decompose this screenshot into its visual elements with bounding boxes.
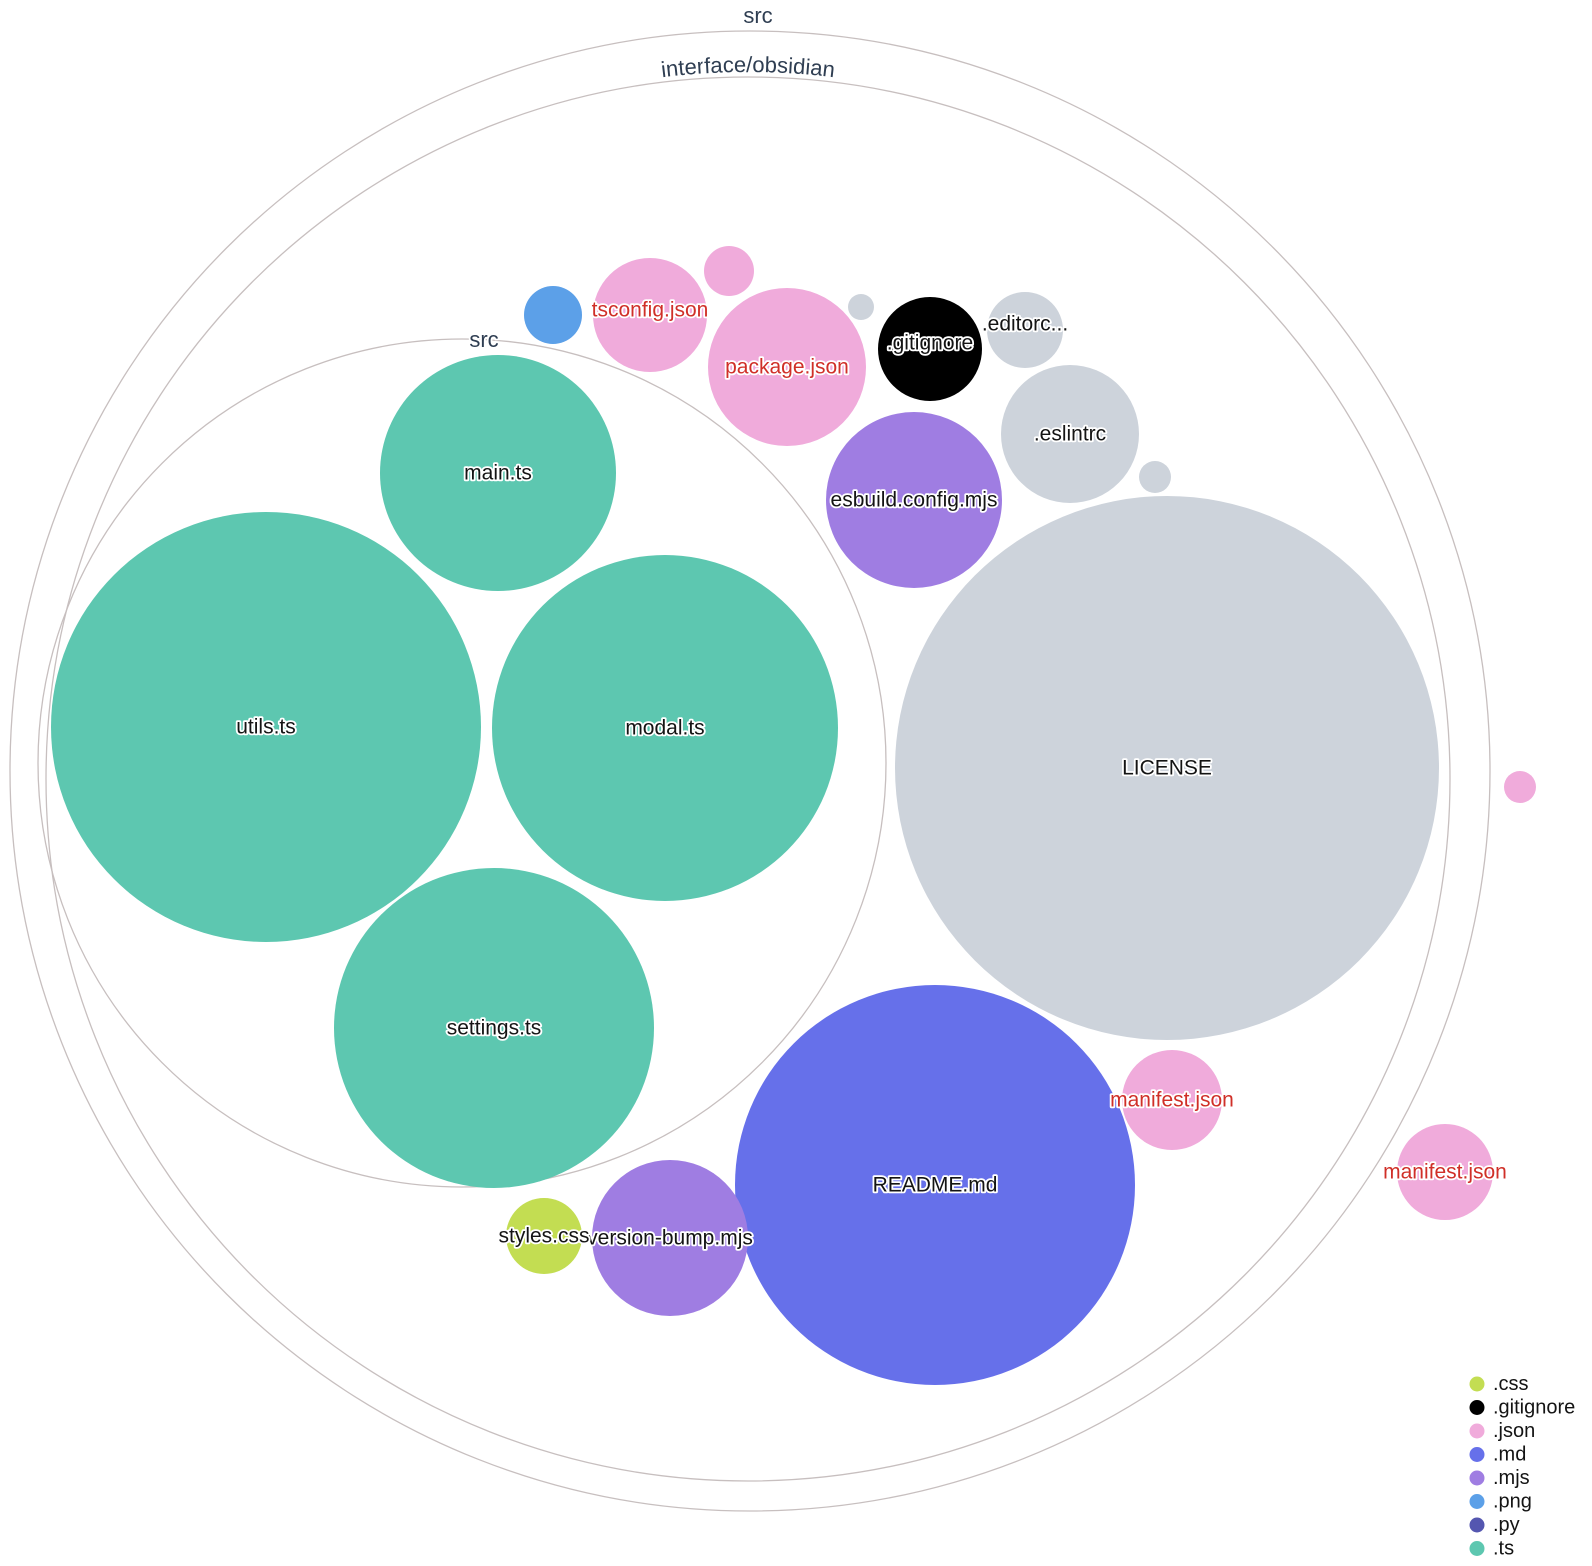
legend-dot-ts: [1469, 1541, 1485, 1556]
file-circle-tsconfig-json: [593, 258, 707, 372]
file-circle-package-json: [708, 288, 866, 446]
file-label-esbuild-config-mjs: esbuild.config.mjs: [831, 489, 998, 512]
file-circle-gitignore: [878, 297, 982, 401]
file-label-modal-ts: modal.ts: [625, 717, 704, 740]
legend-dot-json: [1469, 1423, 1485, 1439]
extension-legend: .css.gitignore.json.md.mjs.png.py.ts: [1469, 1373, 1575, 1560]
file-circle-utils-ts: [51, 512, 481, 942]
file-label-utils-ts: utils.ts: [236, 716, 296, 739]
legend-label-json: .json: [1493, 1420, 1535, 1442]
folder-labels-layer: src interface/obsidian src: [468, 1, 838, 353]
file-circle-modal-ts: [492, 555, 838, 901]
file-label-readme-md: README.md: [873, 1174, 998, 1197]
folder-label-interface-obsidian: interface/obsidian: [660, 52, 837, 82]
folder-circle-src: [37, 338, 887, 1188]
file-circle-editorconfig: [987, 292, 1063, 368]
file-label-version-bump-mjs: version-bump.mjs: [587, 1227, 753, 1250]
file-label-tsconfig-json: tsconfig.json: [592, 299, 709, 322]
legend-label-png: .png: [1493, 1491, 1532, 1513]
file-circle-gray-small: [848, 294, 874, 320]
legend-dot-md: [1469, 1447, 1485, 1462]
file-label-package-json: package.json: [725, 356, 849, 379]
legend-label-md: .md: [1493, 1444, 1526, 1466]
legend-label-mjs: .mjs: [1493, 1467, 1530, 1489]
file-circle-esbuild-config-mjs: [826, 412, 1002, 588]
folder-circle-interface-obsidian: [45, 76, 1451, 1482]
file-circle-json-small-top: [704, 246, 754, 296]
folder-label-src: src: [469, 327, 498, 352]
file-circle-main-ts: [380, 355, 616, 591]
file-circle-gray-tiny: [1139, 461, 1171, 493]
legend-dot-gitignore: [1469, 1400, 1485, 1415]
file-label-settings-ts: settings.ts: [447, 1017, 542, 1040]
file-circle-json-small-right: [1504, 771, 1536, 803]
folder-circle-src-outer: [9, 30, 1491, 1512]
file-circle-png-small: [524, 286, 582, 344]
file-label-manifest-json-outer: manifest.json: [1383, 1161, 1507, 1184]
legend-dot-py: [1469, 1517, 1485, 1533]
legend-label-py: .py: [1493, 1514, 1520, 1536]
file-circle-version-bump-mjs: [592, 1160, 748, 1316]
legend-dot-css: [1469, 1376, 1485, 1392]
file-label-eslintrc: .eslintrc: [1034, 423, 1106, 446]
legend-label-css: .css: [1493, 1373, 1529, 1395]
file-label-license: LICENSE: [1122, 757, 1212, 780]
legend-label-ts: .ts: [1493, 1538, 1514, 1560]
legend-label-gitignore: .gitignore: [1493, 1397, 1575, 1419]
file-labels-layer: tsconfig.json package.json .gitignore .edit…: [234, 297, 1508, 1252]
legend-dot-png: [1469, 1494, 1485, 1509]
file-circle-eslintrc: [1001, 365, 1139, 503]
file-circles-layer: [51, 246, 1536, 1385]
file-label-styles-css: styles.css: [498, 1225, 589, 1248]
file-circle-styles-css: [506, 1198, 582, 1274]
legend-dot-mjs: [1469, 1470, 1485, 1486]
folder-label-src-outer: src: [743, 3, 772, 28]
file-label-gitignore: .gitignore: [887, 332, 973, 355]
file-label-main-ts: main.ts: [464, 462, 532, 485]
file-circle-license: [895, 496, 1439, 1040]
file-circle-settings-ts: [334, 868, 654, 1188]
file-label-manifest-json: manifest.json: [1110, 1089, 1234, 1112]
folder-circles-layer: [9, 30, 1491, 1512]
file-circle-manifest-json: [1122, 1050, 1222, 1150]
file-circle-readme-md: [735, 985, 1135, 1385]
file-circle-manifest-json-outer: [1397, 1124, 1493, 1220]
file-label-editorconfig: .editorc...: [982, 313, 1068, 336]
